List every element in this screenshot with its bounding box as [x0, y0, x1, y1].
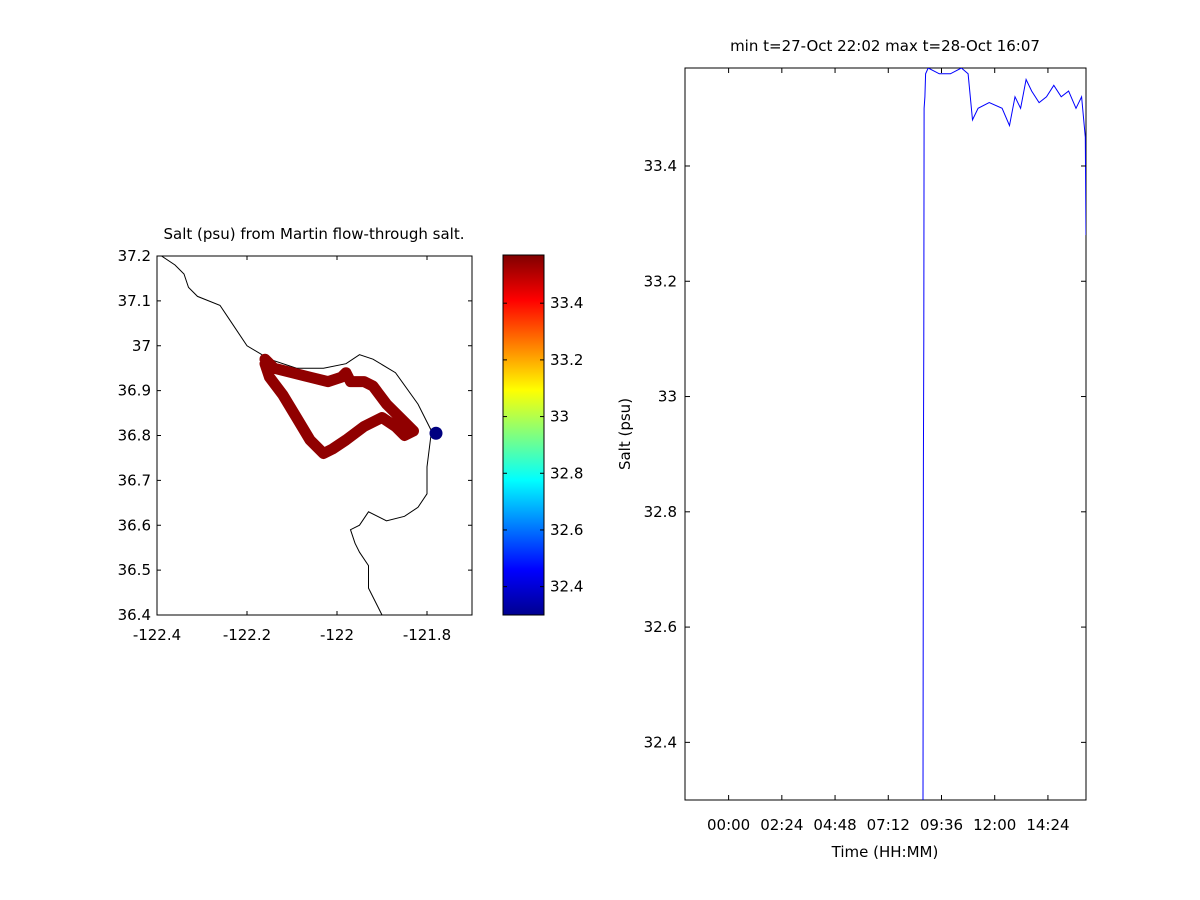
timeseries-y-tick-label: 33.4 — [644, 157, 677, 175]
map-y-tick-label: 36.9 — [118, 382, 151, 400]
colorbar-tick-label: 32.4 — [550, 578, 583, 596]
map-y-tick-label: 36.4 — [118, 606, 151, 624]
timeseries-y-tick-label: 32.8 — [644, 503, 677, 521]
timeseries-title: min t=27-Oct 22:02 max t=28-Oct 16:07 — [730, 37, 1040, 55]
timeseries-x-tick-label: 00:00 — [707, 816, 750, 834]
map-x-tick-label: -122.4 — [133, 626, 181, 644]
map-x-tick-label: -121.8 — [403, 626, 451, 644]
map-panel: Salt (psu) from Martin flow-through salt… — [118, 225, 473, 644]
timeseries-x-axis: 00:00 02:24 04:48 07:12 09:36 12:00 14:24 — [707, 68, 1070, 834]
map-y-axis: 36.4 36.5 36.6 36.7 36.8 36.9 37 37.1 37.2 — [118, 247, 472, 624]
colorbar-tick-label: 33.2 — [550, 351, 583, 369]
timeseries-ylabel: Salt (psu) — [616, 398, 634, 470]
timeseries-x-tick-label: 07:12 — [867, 816, 910, 834]
timeseries-panel: min t=27-Oct 22:02 max t=28-Oct 16:07 00… — [616, 37, 1087, 861]
timeseries-x-tick-label: 09:36 — [920, 816, 963, 834]
colorbar-tick-label: 33 — [550, 408, 569, 426]
map-x-tick-label: -122.2 — [223, 626, 271, 644]
map-y-tick-label: 37 — [132, 337, 151, 355]
timeseries-y-tick-label: 33 — [658, 388, 677, 406]
colorbar-ticks: 32.4 32.6 32.8 33 33.2 33.4 — [503, 294, 583, 596]
colorbar-tick-label: 32.8 — [550, 464, 583, 482]
colorbar-gradient — [502, 254, 545, 616]
colorbar-tick-label: 32.6 — [550, 521, 583, 539]
track-endpoint-marker — [429, 426, 443, 440]
timeseries-x-tick-label: 14:24 — [1026, 816, 1069, 834]
timeseries-axes-box — [684, 67, 1087, 801]
colorbar: 32.4 32.6 32.8 33 33.2 33.4 — [502, 254, 583, 616]
map-x-axis: -122.4 -122.2 -122 -121.8 — [133, 256, 451, 644]
timeseries-x-tick-label: 12:00 — [973, 816, 1016, 834]
coastline — [161, 256, 433, 615]
timeseries-x-tick-label: 02:24 — [760, 816, 803, 834]
map-x-tick-label: -122 — [320, 626, 354, 644]
map-title: Salt (psu) from Martin flow-through salt… — [164, 225, 465, 243]
timeseries-y-tick-label: 33.2 — [644, 272, 677, 290]
timeseries-y-axis: 32.4 32.6 32.8 33 33.2 33.4 — [644, 157, 1086, 751]
map-y-tick-label: 36.8 — [118, 427, 151, 445]
map-axes-box — [156, 255, 473, 616]
timeseries-x-tick-label: 04:48 — [813, 816, 856, 834]
timeseries-y-tick-label: 32.6 — [644, 618, 677, 636]
colorbar-tick-label: 33.4 — [550, 294, 583, 312]
map-y-tick-label: 36.7 — [118, 471, 151, 489]
timeseries-y-tick-label: 32.4 — [644, 733, 677, 751]
map-y-tick-label: 36.5 — [118, 561, 151, 579]
map-y-tick-label: 36.6 — [118, 516, 151, 534]
ship-track — [259, 353, 419, 459]
salinity-series-line — [922, 68, 1086, 800]
map-y-tick-label: 37.1 — [118, 292, 151, 310]
timeseries-xlabel: Time (HH:MM) — [831, 843, 939, 861]
map-y-tick-label: 37.2 — [118, 247, 151, 265]
